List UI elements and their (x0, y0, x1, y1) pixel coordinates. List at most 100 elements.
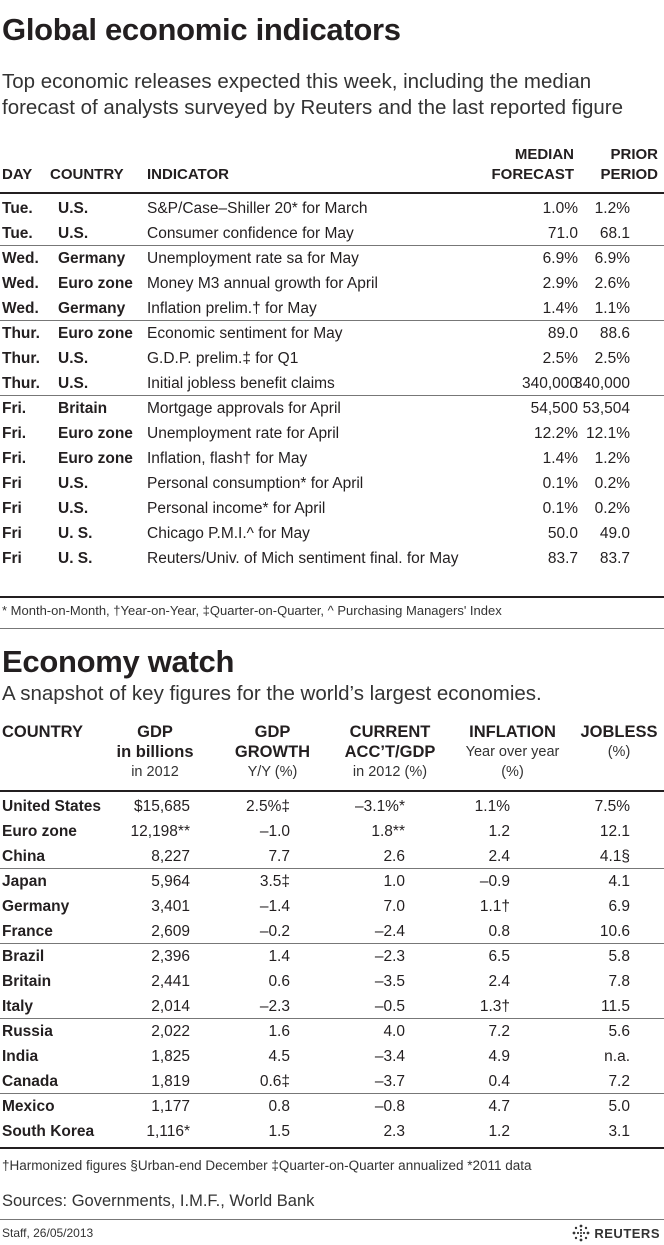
row-jobless: 12.1 (599, 823, 630, 840)
row-country: U.S. (58, 500, 89, 517)
row-country: Japan (2, 873, 47, 890)
row-growth: –1.4 (259, 898, 290, 915)
row-prior: 53,504 (582, 400, 630, 417)
row-day: Fri (2, 525, 22, 542)
table-row: Fri U. S. Chicago P.M.I.^ for May 50.0 49.0 (0, 521, 664, 546)
row-day: Fri. (2, 425, 27, 442)
row-country: France (2, 923, 53, 940)
row-gdp: 1,825 (151, 1048, 190, 1065)
row-prior: 340,000 (573, 375, 630, 392)
row-gdp: 1,819 (151, 1073, 190, 1090)
row-median: 1.4% (542, 450, 578, 467)
group-separator (0, 320, 664, 321)
row-inflation: 1.3† (479, 998, 510, 1015)
row-prior: 12.1% (586, 425, 630, 442)
row-gdp: 2,609 (151, 923, 190, 940)
row-country: India (2, 1048, 39, 1065)
header-account: CURRENT ACC’T/GDP in 2012 (%) (335, 722, 445, 782)
row-country: Canada (2, 1073, 58, 1090)
row-day: Fri (2, 475, 22, 492)
row-gdp: 1,116* (146, 1123, 190, 1140)
row-gdp: 2,022 (151, 1023, 190, 1040)
row-jobless: 6.9 (608, 898, 630, 915)
row-median: 0.1% (542, 500, 578, 517)
row-prior: 1.2% (594, 450, 630, 467)
row-day: Wed. (2, 250, 39, 267)
row-indicator: Initial jobless benefit claims (147, 375, 335, 392)
table-row: Thur. U.S. Initial jobless benefit claims 3… (0, 371, 664, 396)
table-rule (0, 790, 664, 792)
table-row: Wed. Euro zone Money M3 annual growth for … (0, 271, 664, 296)
row-account: –0.5 (374, 998, 405, 1015)
row-gdp: 2,014 (151, 998, 190, 1015)
row-median: 50.0 (547, 525, 578, 542)
page-title: Global economic indicators (2, 12, 401, 47)
table-row: Britain 2,441 0.6 –3.5 2.4 7.8 (0, 969, 664, 994)
row-account: 4.0 (383, 1023, 405, 1040)
table-rule (0, 1147, 664, 1149)
table-row: France 2,609 –0.2 –2.4 0.8 10.6 (0, 919, 664, 944)
table-row: Tue. U.S. S&P/Case–Shiller 20* for March 1.… (0, 196, 664, 221)
row-growth: 1.6 (268, 1023, 290, 1040)
row-jobless: 4.1§ (599, 848, 630, 865)
group-separator (0, 395, 664, 396)
table-row: Mexico 1,177 0.8 –0.8 4.7 5.0 (0, 1094, 664, 1119)
table-row: China 8,227 7.7 2.6 2.4 4.1§ (0, 844, 664, 869)
row-indicator: S&P/Case–Shiller 20* for March (147, 200, 368, 217)
row-country: Britain (2, 973, 52, 990)
row-prior: 83.7 (599, 550, 630, 567)
row-account: –2.3 (374, 948, 405, 965)
row-country: Euro zone (2, 823, 77, 840)
header-prior-line: PERIOD (600, 166, 658, 183)
row-growth: –2.3 (259, 998, 290, 1015)
row-country: U.S. (58, 375, 89, 392)
row-inflation: 0.4 (488, 1073, 510, 1090)
row-gdp: 1,177 (151, 1098, 190, 1115)
row-account: 1.8** (371, 823, 405, 840)
group-separator (0, 1018, 664, 1019)
row-country: Germany (2, 898, 70, 915)
row-inflation: 7.2 (488, 1023, 510, 1040)
row-account: 7.0 (383, 898, 405, 915)
row-jobless: n.a. (604, 1048, 630, 1065)
table-row: Fri. Euro zone Inflation, flash† for May 1.… (0, 446, 664, 471)
row-country: Britain (58, 400, 108, 417)
header-median-line: FORECAST (491, 166, 575, 183)
table-row: Japan 5,964 3.5‡ 1.0 –0.9 4.1 (0, 869, 664, 894)
row-country: Mexico (2, 1098, 55, 1115)
row-inflation: 1.1% (474, 798, 510, 815)
row-median: 89.0 (547, 325, 578, 342)
table-row: Italy 2,014 –2.3 –0.5 1.3† 11.5 (0, 994, 664, 1019)
row-median: 2.5% (542, 350, 578, 367)
row-median: 2.9% (542, 275, 578, 292)
row-country: U. S. (58, 525, 93, 542)
credit: Staff, 26/05/2013 (2, 1226, 94, 1240)
row-inflation: 2.4 (488, 973, 510, 990)
row-jobless: 7.2 (608, 1073, 630, 1090)
row-jobless: 10.6 (599, 923, 630, 940)
row-country: U. S. (58, 550, 93, 567)
row-country: Russia (2, 1023, 53, 1040)
row-inflation: 1.2 (488, 823, 510, 840)
row-gdp: 3,401 (151, 898, 190, 915)
table-row: Fri U.S. Personal consumption* for April 0.… (0, 471, 664, 496)
row-inflation: –0.9 (479, 873, 510, 890)
row-prior: 1.1% (594, 300, 630, 317)
table-row: Thur. U.S. G.D.P. prelim.‡ for Q1 2.5% 2.5% (0, 346, 664, 371)
row-indicator: Chicago P.M.I.^ for May (147, 525, 310, 542)
row-day: Wed. (2, 275, 39, 292)
row-account: 2.3 (383, 1123, 405, 1140)
header-growth-note: Y/Y (%) (247, 764, 298, 780)
row-jobless: 11.5 (600, 998, 630, 1015)
row-jobless: 5.0 (608, 1098, 630, 1115)
table-row: Brazil 2,396 1.4 –2.3 6.5 5.8 (0, 944, 664, 969)
group-separator (0, 868, 664, 869)
row-country: U.S. (58, 475, 89, 492)
row-indicator: Economic sentiment for May (147, 325, 343, 342)
row-growth: 2.5%‡ (246, 798, 290, 815)
row-gdp: 5,964 (151, 873, 190, 890)
section-title: Economy watch (2, 644, 235, 679)
table-row: United States $15,685 2.5%‡ –3.1%* 1.1% 7.5% (0, 794, 664, 819)
row-indicator: Inflation, flash† for May (147, 450, 308, 467)
header-gdp-label: in billions (116, 743, 194, 761)
